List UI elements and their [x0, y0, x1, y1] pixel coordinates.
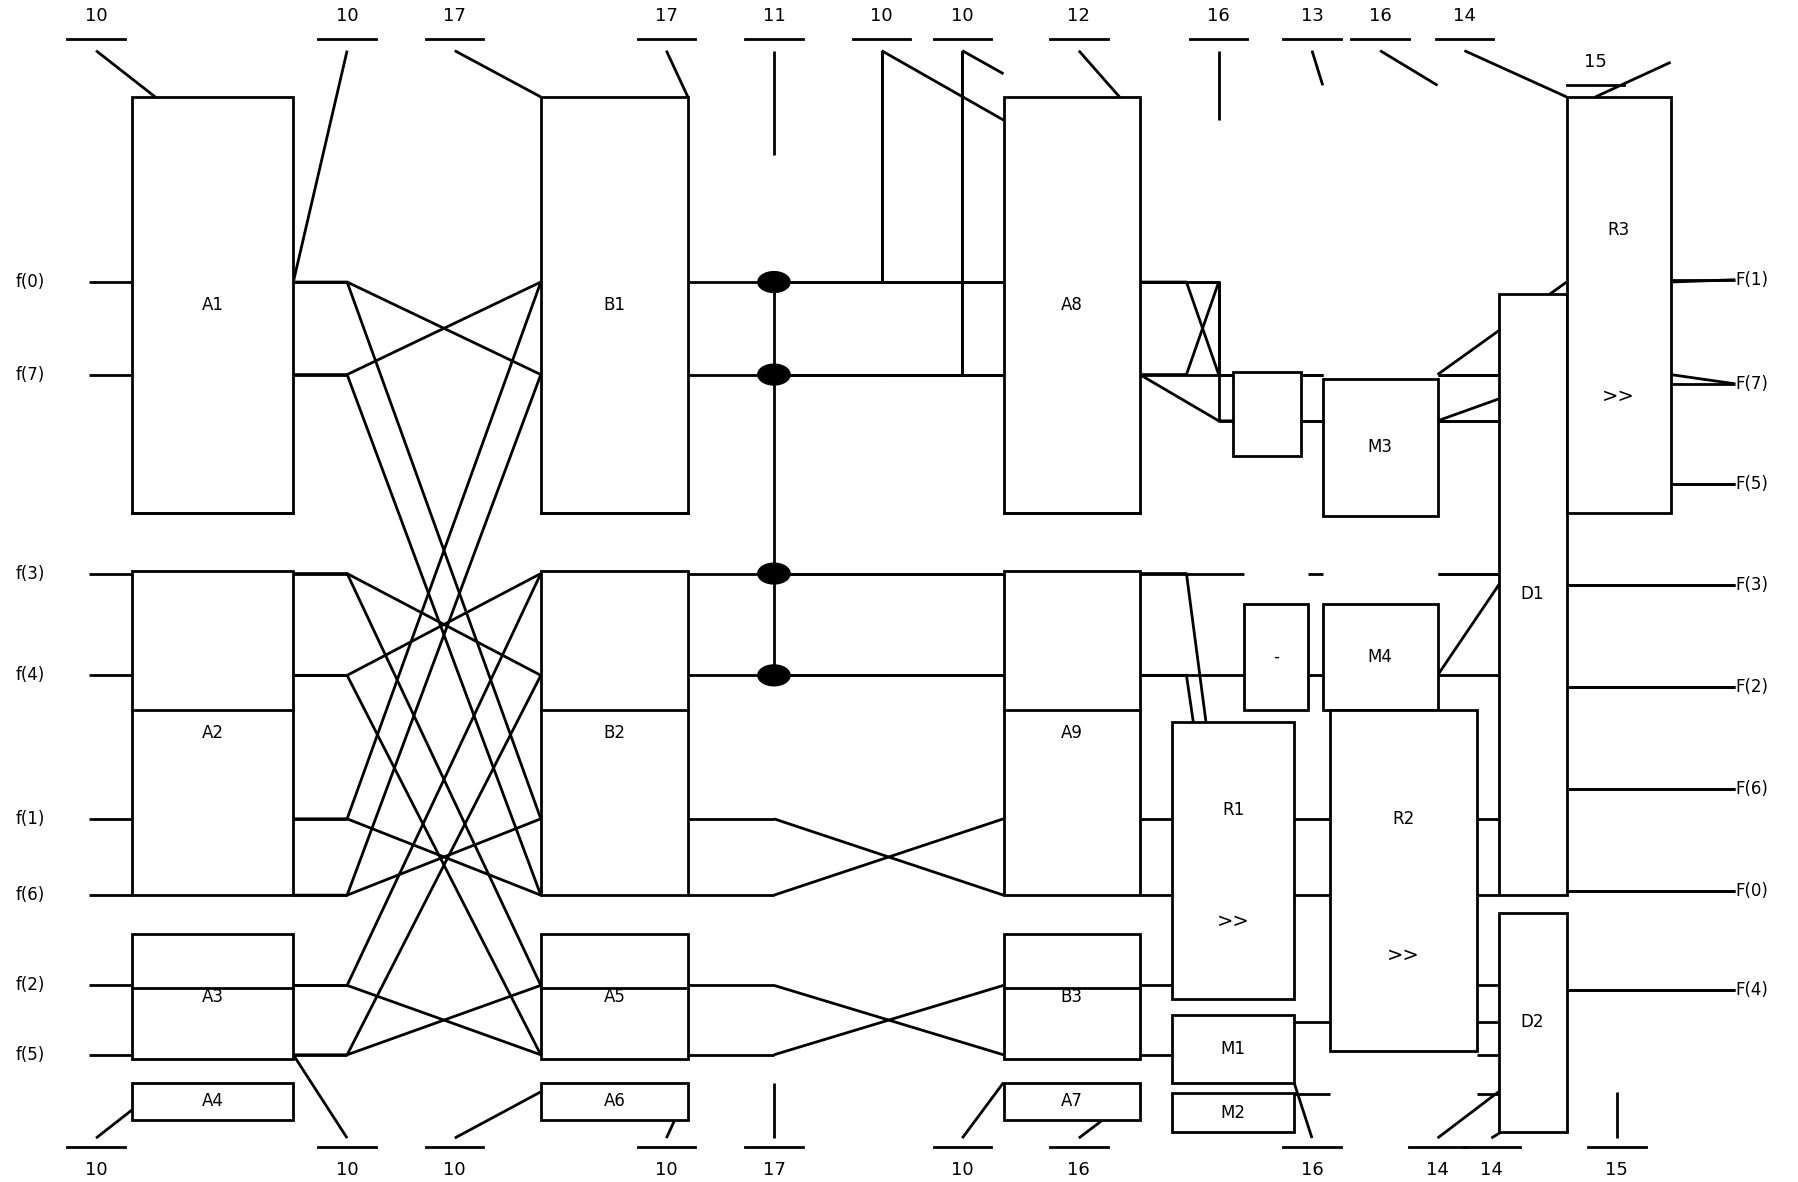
Bar [131, 935, 293, 1059]
Text: A3: A3 [201, 988, 223, 1006]
Text: M3: M3 [1366, 439, 1392, 456]
Text: >>: >> [1215, 913, 1250, 931]
Bar [1242, 604, 1307, 710]
Bar [1003, 1083, 1140, 1119]
Text: R2: R2 [1392, 811, 1413, 829]
Text: f(5): f(5) [16, 1046, 45, 1064]
Text: 10: 10 [442, 1161, 466, 1180]
Text: M4: M4 [1366, 648, 1392, 665]
Text: M1: M1 [1219, 1040, 1244, 1058]
Circle shape [757, 364, 789, 385]
Text: R3: R3 [1607, 221, 1629, 239]
Text: 17: 17 [654, 7, 678, 25]
Text: 10: 10 [951, 7, 973, 25]
Circle shape [757, 272, 789, 292]
Text: 15: 15 [1604, 1161, 1627, 1180]
Text: A7: A7 [1061, 1092, 1082, 1110]
Text: A5: A5 [602, 988, 626, 1006]
Bar [1232, 372, 1300, 455]
Bar [541, 1083, 687, 1119]
Bar [1322, 604, 1437, 710]
Text: 16: 16 [1066, 1161, 1090, 1180]
Text: f(1): f(1) [16, 810, 45, 827]
Text: D1: D1 [1519, 585, 1543, 603]
Text: M2: M2 [1219, 1104, 1244, 1122]
Text: 14: 14 [1480, 1161, 1501, 1180]
Text: 13: 13 [1300, 7, 1323, 25]
Text: 10: 10 [336, 7, 358, 25]
Text: 10: 10 [654, 1161, 678, 1180]
Bar [1172, 1093, 1293, 1132]
Text: A1: A1 [201, 297, 223, 314]
Bar [1498, 913, 1566, 1132]
Text: 17: 17 [762, 1161, 786, 1180]
Text: F(7): F(7) [1735, 375, 1767, 392]
Bar [541, 97, 687, 513]
Text: F(4): F(4) [1735, 981, 1767, 999]
Bar [131, 1083, 293, 1119]
Text: >>: >> [1386, 947, 1419, 966]
Bar [1003, 935, 1140, 1059]
Text: 14: 14 [1453, 7, 1474, 25]
Text: 14: 14 [1426, 1161, 1447, 1180]
Bar [1566, 97, 1670, 513]
Text: F(2): F(2) [1735, 678, 1767, 696]
Text: 11: 11 [762, 7, 786, 25]
Text: A2: A2 [201, 725, 223, 742]
Text: F(5): F(5) [1735, 475, 1767, 493]
Text: 17: 17 [442, 7, 466, 25]
Text: F(1): F(1) [1735, 271, 1767, 288]
Text: f(3): f(3) [16, 565, 45, 583]
Text: A6: A6 [602, 1092, 626, 1110]
Text: F(6): F(6) [1735, 780, 1767, 798]
Bar [1172, 722, 1293, 999]
Bar [541, 935, 687, 1059]
Text: f(7): f(7) [16, 365, 45, 384]
Text: 10: 10 [951, 1161, 973, 1180]
Text: 10: 10 [85, 1161, 108, 1180]
Text: 15: 15 [1582, 53, 1606, 71]
Bar [1003, 571, 1140, 895]
Bar [1498, 293, 1566, 895]
Text: B3: B3 [1061, 988, 1082, 1006]
Bar [1322, 379, 1437, 515]
Text: 16: 16 [1206, 7, 1230, 25]
Circle shape [757, 563, 789, 584]
Bar [541, 571, 687, 895]
Text: f(6): f(6) [16, 886, 45, 904]
Text: 16: 16 [1300, 1161, 1323, 1180]
Text: f(0): f(0) [16, 273, 45, 291]
Text: -: - [1273, 648, 1278, 665]
Text: R1: R1 [1221, 801, 1244, 819]
Text: A8: A8 [1061, 297, 1082, 314]
Text: D2: D2 [1519, 1013, 1543, 1032]
Text: A9: A9 [1061, 725, 1082, 742]
Text: B2: B2 [602, 725, 626, 742]
Bar [1329, 710, 1476, 1051]
Text: B1: B1 [602, 297, 626, 314]
Bar [131, 97, 293, 513]
Text: F(3): F(3) [1735, 576, 1767, 595]
Bar [1003, 97, 1140, 513]
Text: F(0): F(0) [1735, 882, 1767, 900]
Circle shape [757, 665, 789, 686]
Text: f(4): f(4) [16, 667, 45, 684]
Bar [1172, 1015, 1293, 1083]
Text: 16: 16 [1368, 7, 1390, 25]
Bar [131, 571, 293, 895]
Text: >>: >> [1602, 388, 1634, 407]
Text: 10: 10 [336, 1161, 358, 1180]
Text: 10: 10 [870, 7, 892, 25]
Text: f(2): f(2) [16, 976, 45, 994]
Text: 10: 10 [85, 7, 108, 25]
Text: 12: 12 [1066, 7, 1090, 25]
Text: A4: A4 [201, 1092, 223, 1110]
